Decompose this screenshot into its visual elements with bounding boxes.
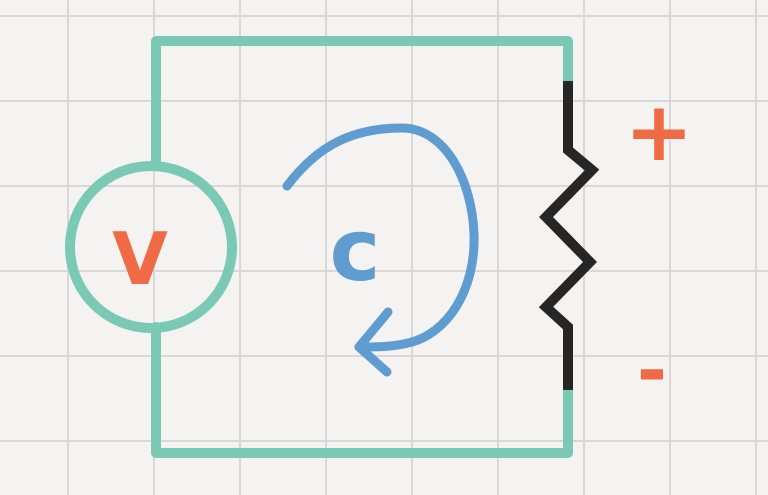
positive-polarity-label: + — [625, 85, 694, 180]
circuit-wire — [151, 36, 573, 458]
negative-polarity-label: - — [637, 328, 667, 412]
current-label: c — [330, 201, 381, 301]
current-arrow — [282, 123, 479, 377]
voltage-label: V — [112, 217, 168, 301]
resistor — [538, 81, 600, 390]
voltage-source-circle — [65, 161, 237, 333]
